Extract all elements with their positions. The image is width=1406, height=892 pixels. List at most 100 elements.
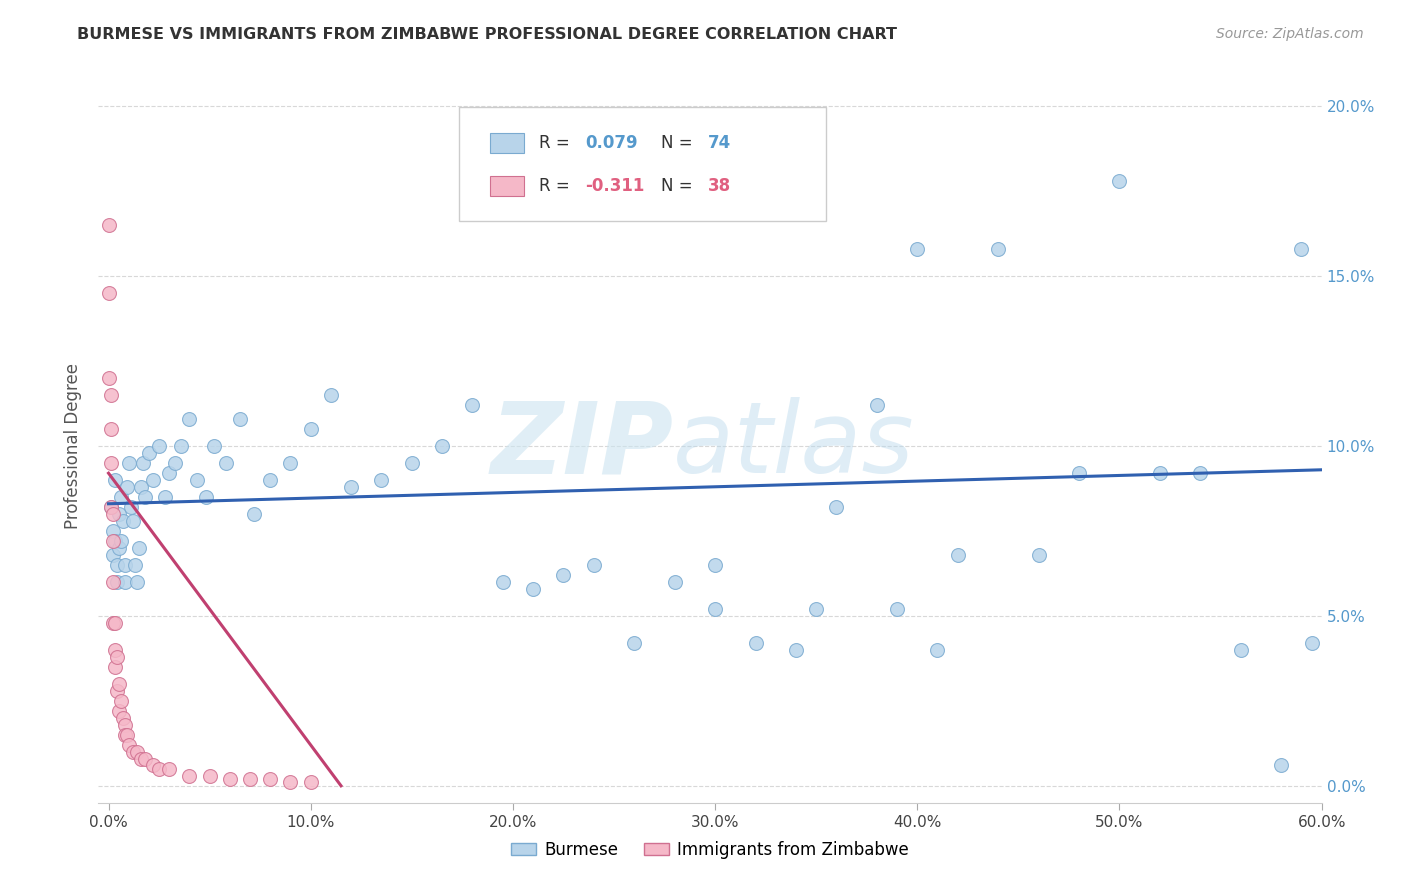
Point <box>280 456 302 470</box>
Point <box>623 636 645 650</box>
Point <box>97 371 120 385</box>
Point <box>100 500 122 515</box>
Text: R =: R = <box>538 177 575 194</box>
Point <box>553 568 575 582</box>
Point <box>118 456 141 470</box>
Point <box>129 480 152 494</box>
Point <box>492 574 515 589</box>
Point <box>101 574 124 589</box>
Point <box>1189 466 1212 480</box>
Point <box>105 649 128 664</box>
Point <box>142 758 165 772</box>
Point <box>218 772 240 786</box>
Point <box>744 636 766 650</box>
Point <box>165 456 187 470</box>
Point <box>987 242 1010 256</box>
Point <box>125 745 148 759</box>
Text: N =: N = <box>661 177 697 194</box>
Text: ZIP: ZIP <box>491 398 673 494</box>
Point <box>153 490 176 504</box>
Point <box>121 745 143 759</box>
Point <box>110 694 132 708</box>
Point <box>179 412 201 426</box>
Point <box>104 473 127 487</box>
Point <box>115 480 138 494</box>
Point <box>110 534 132 549</box>
Point <box>107 541 129 555</box>
Point <box>401 456 423 470</box>
Point <box>1291 242 1313 256</box>
Point <box>785 643 807 657</box>
Point <box>101 507 124 521</box>
Point <box>1229 643 1251 657</box>
Point <box>129 751 152 765</box>
Text: atlas: atlas <box>673 398 915 494</box>
Point <box>299 775 322 789</box>
Point <box>101 548 124 562</box>
Point <box>259 473 281 487</box>
Point <box>101 534 124 549</box>
Point <box>120 500 142 515</box>
FancyBboxPatch shape <box>489 133 524 153</box>
Point <box>100 422 122 436</box>
Point <box>370 473 392 487</box>
Point <box>927 643 949 657</box>
Point <box>340 480 363 494</box>
Point <box>114 717 136 731</box>
Point <box>229 412 252 426</box>
Point <box>1028 548 1050 562</box>
Y-axis label: Professional Degree: Professional Degree <box>65 363 83 529</box>
Point <box>115 728 138 742</box>
Point <box>104 643 127 657</box>
Point <box>97 286 120 301</box>
Point <box>157 762 180 776</box>
Point <box>114 558 136 572</box>
Point <box>142 473 165 487</box>
Point <box>1149 466 1171 480</box>
Point <box>461 398 484 412</box>
Text: 38: 38 <box>707 177 731 194</box>
Point <box>239 772 262 786</box>
Point <box>118 738 141 752</box>
Point <box>194 490 217 504</box>
Legend: Burmese, Immigrants from Zimbabwe: Burmese, Immigrants from Zimbabwe <box>505 835 915 866</box>
Text: 0.079: 0.079 <box>585 134 638 152</box>
Point <box>582 558 605 572</box>
Point <box>319 388 342 402</box>
Point <box>114 574 136 589</box>
Point <box>157 466 180 480</box>
Point <box>430 439 453 453</box>
Point <box>825 500 848 515</box>
Point <box>198 769 221 783</box>
Point <box>125 574 148 589</box>
Point <box>1108 174 1130 188</box>
Point <box>522 582 544 596</box>
Point <box>101 615 124 630</box>
Point <box>804 602 827 616</box>
Point <box>104 660 127 674</box>
Point <box>243 507 266 521</box>
Point <box>111 514 134 528</box>
Point <box>121 514 143 528</box>
Point <box>259 772 281 786</box>
Point <box>128 541 150 555</box>
Point <box>186 473 208 487</box>
Point <box>105 574 128 589</box>
Text: 74: 74 <box>707 134 731 152</box>
Point <box>134 751 156 765</box>
Point <box>97 218 120 232</box>
Point <box>664 574 686 589</box>
Point <box>134 490 156 504</box>
Point <box>148 439 170 453</box>
Point <box>104 615 127 630</box>
Text: N =: N = <box>661 134 697 152</box>
Point <box>105 558 128 572</box>
Point <box>905 242 928 256</box>
Point <box>1067 466 1090 480</box>
Text: Source: ZipAtlas.com: Source: ZipAtlas.com <box>1216 27 1364 41</box>
Point <box>148 762 170 776</box>
Point <box>104 534 127 549</box>
Point <box>107 704 129 718</box>
Point <box>179 769 201 783</box>
Point <box>704 602 727 616</box>
